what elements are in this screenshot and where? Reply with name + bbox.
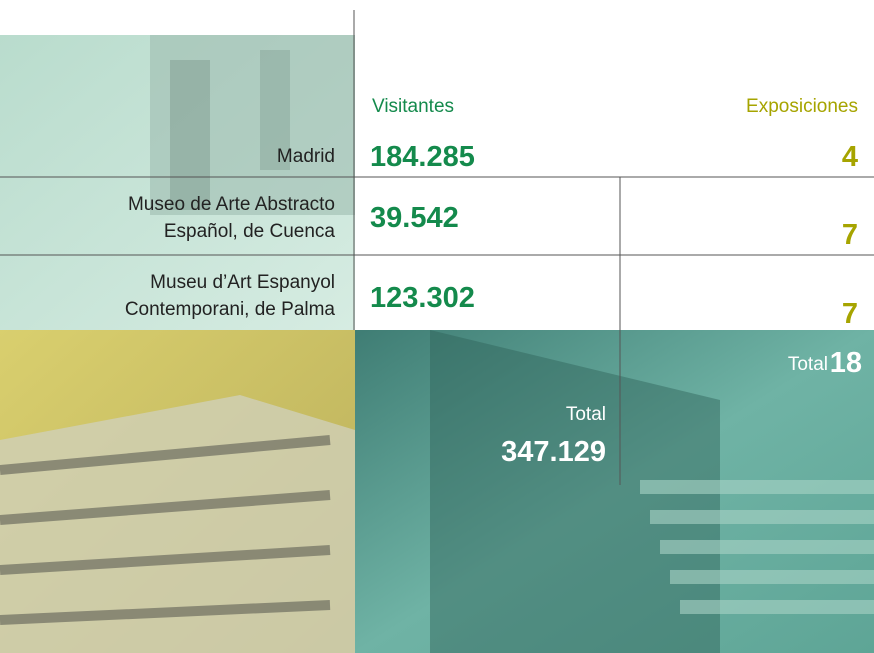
photo-building-bottom <box>0 330 355 653</box>
total-label: Total <box>566 404 606 425</box>
row-label: Español, de Cuenca <box>164 221 336 242</box>
exhibitions-value: 4 <box>842 141 858 173</box>
row-label: Museu d’Art Espanyol <box>150 272 335 293</box>
total-label: Total <box>788 354 828 375</box>
exhibitions-value: 7 <box>842 219 858 251</box>
row-label: Museo de Arte Abstracto <box>128 194 335 215</box>
visitors-value: 184.285 <box>370 141 475 173</box>
page: Visitantes Exposiciones Madrid 184.285 4… <box>0 0 874 653</box>
visitors-value: 39.542 <box>370 202 459 234</box>
row-label: Madrid <box>277 146 335 167</box>
header-visitors: Visitantes <box>372 96 454 117</box>
photo-staircase <box>355 330 874 653</box>
exhibitions-value: 7 <box>842 298 858 330</box>
row-label: Contemporani, de Palma <box>125 299 336 320</box>
total-visitors: 347.129 <box>501 436 606 468</box>
total-exhibitions: 18 <box>830 347 862 379</box>
visitors-value: 123.302 <box>370 282 475 314</box>
header-exhibitions: Exposiciones <box>746 96 858 117</box>
